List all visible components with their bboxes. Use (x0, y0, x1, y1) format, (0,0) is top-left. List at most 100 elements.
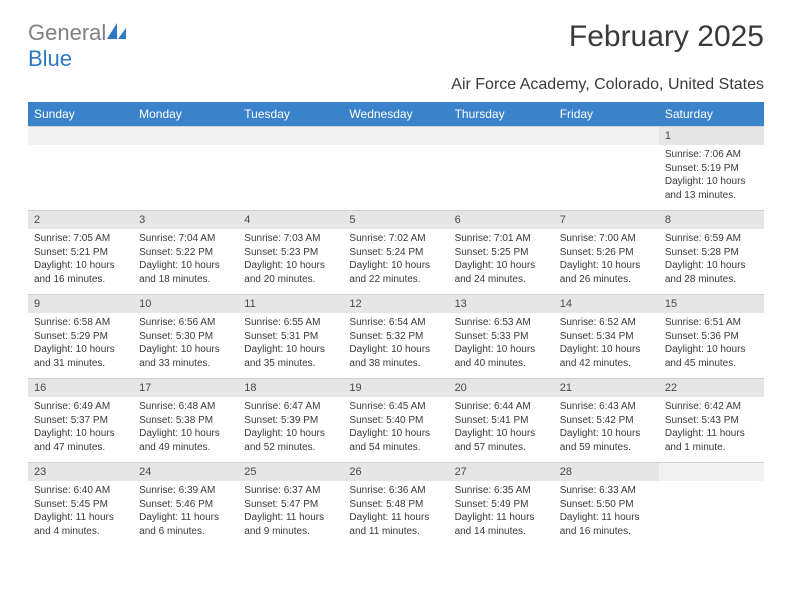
daylight-line: Daylight: 10 hours and 24 minutes. (455, 259, 548, 286)
sunrise-line: Sunrise: 6:39 AM (139, 484, 232, 498)
sunset-line: Sunset: 5:50 PM (560, 498, 653, 512)
sunrise-line: Sunrise: 7:06 AM (665, 148, 758, 162)
sunset-line: Sunset: 5:49 PM (455, 498, 548, 512)
day-number-cell: 6 (449, 211, 554, 230)
calendar-body: 1 Sunrise: 7:06 AMSunset: 5:19 PMDayligh… (28, 127, 764, 547)
day-text-cell (28, 145, 133, 211)
sunrise-line: Sunrise: 6:59 AM (665, 232, 758, 246)
day-header-row: SundayMondayTuesdayWednesdayThursdayFrid… (28, 102, 764, 127)
day-text-cell: Sunrise: 6:44 AMSunset: 5:41 PMDaylight:… (449, 397, 554, 463)
day-text-cell: Sunrise: 6:58 AMSunset: 5:29 PMDaylight:… (28, 313, 133, 379)
sunrise-line: Sunrise: 6:40 AM (34, 484, 127, 498)
day-header-saturday: Saturday (659, 102, 764, 127)
sunrise-line: Sunrise: 6:56 AM (139, 316, 232, 330)
day-text-cell: Sunrise: 6:36 AMSunset: 5:48 PMDaylight:… (343, 481, 448, 546)
day-number-cell: 2 (28, 211, 133, 230)
day-number-cell (659, 463, 764, 482)
daylight-line: Daylight: 10 hours and 22 minutes. (349, 259, 442, 286)
sunset-line: Sunset: 5:41 PM (455, 414, 548, 428)
day-number-cell: 7 (554, 211, 659, 230)
sunset-line: Sunset: 5:26 PM (560, 246, 653, 260)
sunrise-line: Sunrise: 7:00 AM (560, 232, 653, 246)
daylight-line: Daylight: 10 hours and 20 minutes. (244, 259, 337, 286)
sunrise-line: Sunrise: 6:37 AM (244, 484, 337, 498)
location-subtitle: Air Force Academy, Colorado, United Stat… (28, 76, 764, 94)
day-number-cell: 16 (28, 379, 133, 398)
day-header-wednesday: Wednesday (343, 102, 448, 127)
day-number-cell: 22 (659, 379, 764, 398)
day-text-cell: Sunrise: 6:56 AMSunset: 5:30 PMDaylight:… (133, 313, 238, 379)
sunset-line: Sunset: 5:25 PM (455, 246, 548, 260)
daylight-line: Daylight: 11 hours and 11 minutes. (349, 511, 442, 538)
week-2-textrow: Sunrise: 6:58 AMSunset: 5:29 PMDaylight:… (28, 313, 764, 379)
sunset-line: Sunset: 5:21 PM (34, 246, 127, 260)
week-4-numrow: 232425262728 (28, 463, 764, 482)
sunset-line: Sunset: 5:29 PM (34, 330, 127, 344)
sunset-line: Sunset: 5:23 PM (244, 246, 337, 260)
sunrise-line: Sunrise: 7:02 AM (349, 232, 442, 246)
day-text-cell: Sunrise: 7:01 AMSunset: 5:25 PMDaylight:… (449, 229, 554, 295)
day-text-cell: Sunrise: 6:52 AMSunset: 5:34 PMDaylight:… (554, 313, 659, 379)
day-text-cell: Sunrise: 7:03 AMSunset: 5:23 PMDaylight:… (238, 229, 343, 295)
day-number-cell (343, 127, 448, 146)
daylight-line: Daylight: 10 hours and 40 minutes. (455, 343, 548, 370)
day-number-cell: 15 (659, 295, 764, 314)
daylight-line: Daylight: 11 hours and 6 minutes. (139, 511, 232, 538)
sunset-line: Sunset: 5:19 PM (665, 162, 758, 176)
logo-text: GeneralBlue (28, 20, 128, 72)
daylight-line: Daylight: 10 hours and 49 minutes. (139, 427, 232, 454)
daylight-line: Daylight: 10 hours and 52 minutes. (244, 427, 337, 454)
sunset-line: Sunset: 5:47 PM (244, 498, 337, 512)
day-number-cell: 3 (133, 211, 238, 230)
sunrise-line: Sunrise: 7:01 AM (455, 232, 548, 246)
week-0-textrow: Sunrise: 7:06 AMSunset: 5:19 PMDaylight:… (28, 145, 764, 211)
daylight-line: Daylight: 10 hours and 26 minutes. (560, 259, 653, 286)
daylight-line: Daylight: 11 hours and 1 minute. (665, 427, 758, 454)
day-header-sunday: Sunday (28, 102, 133, 127)
week-4-textrow: Sunrise: 6:40 AMSunset: 5:45 PMDaylight:… (28, 481, 764, 546)
sunrise-line: Sunrise: 6:48 AM (139, 400, 232, 414)
sunrise-line: Sunrise: 7:03 AM (244, 232, 337, 246)
day-number-cell: 12 (343, 295, 448, 314)
day-text-cell: Sunrise: 6:51 AMSunset: 5:36 PMDaylight:… (659, 313, 764, 379)
sunrise-line: Sunrise: 6:49 AM (34, 400, 127, 414)
day-number-cell: 10 (133, 295, 238, 314)
sunset-line: Sunset: 5:32 PM (349, 330, 442, 344)
day-number-cell: 25 (238, 463, 343, 482)
day-header-thursday: Thursday (449, 102, 554, 127)
day-text-cell: Sunrise: 7:06 AMSunset: 5:19 PMDaylight:… (659, 145, 764, 211)
sunrise-line: Sunrise: 6:53 AM (455, 316, 548, 330)
day-number-cell: 20 (449, 379, 554, 398)
sunset-line: Sunset: 5:43 PM (665, 414, 758, 428)
sunset-line: Sunset: 5:22 PM (139, 246, 232, 260)
day-text-cell (238, 145, 343, 211)
day-number-cell: 28 (554, 463, 659, 482)
daylight-line: Daylight: 10 hours and 33 minutes. (139, 343, 232, 370)
page-title: February 2025 (569, 20, 764, 54)
sunset-line: Sunset: 5:34 PM (560, 330, 653, 344)
day-number-cell: 11 (238, 295, 343, 314)
logo-sail-icon (106, 20, 128, 46)
logo-blue: Blue (28, 46, 72, 71)
sunset-line: Sunset: 5:30 PM (139, 330, 232, 344)
day-number-cell: 14 (554, 295, 659, 314)
sunset-line: Sunset: 5:46 PM (139, 498, 232, 512)
sunrise-line: Sunrise: 6:55 AM (244, 316, 337, 330)
sunset-line: Sunset: 5:39 PM (244, 414, 337, 428)
daylight-line: Daylight: 10 hours and 16 minutes. (34, 259, 127, 286)
day-text-cell (133, 145, 238, 211)
day-text-cell: Sunrise: 6:53 AMSunset: 5:33 PMDaylight:… (449, 313, 554, 379)
day-text-cell: Sunrise: 6:42 AMSunset: 5:43 PMDaylight:… (659, 397, 764, 463)
day-number-cell: 19 (343, 379, 448, 398)
header: GeneralBlue February 2025 (28, 20, 764, 72)
day-number-cell (238, 127, 343, 146)
sunrise-line: Sunrise: 6:44 AM (455, 400, 548, 414)
sunset-line: Sunset: 5:24 PM (349, 246, 442, 260)
sunset-line: Sunset: 5:38 PM (139, 414, 232, 428)
day-text-cell: Sunrise: 6:39 AMSunset: 5:46 PMDaylight:… (133, 481, 238, 546)
sunrise-line: Sunrise: 6:36 AM (349, 484, 442, 498)
day-number-cell: 4 (238, 211, 343, 230)
week-1-numrow: 2345678 (28, 211, 764, 230)
daylight-line: Daylight: 10 hours and 47 minutes. (34, 427, 127, 454)
daylight-line: Daylight: 10 hours and 13 minutes. (665, 175, 758, 202)
